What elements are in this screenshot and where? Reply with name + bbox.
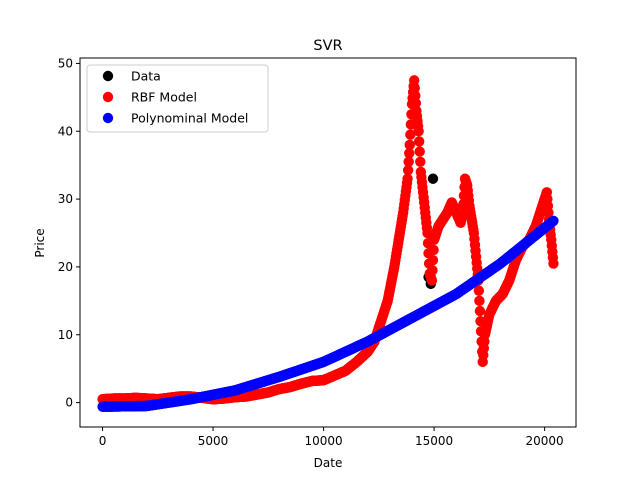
y-tick-label: 30 [58,192,73,206]
rbf-model-point [402,165,414,176]
x-tick-label: 15000 [415,434,453,448]
x-tick-label: 5000 [198,434,229,448]
plot-frame [79,57,577,428]
rbf-model-point [409,75,420,86]
rbf-model-point [403,156,414,167]
chart-title: SVR [313,38,342,54]
rbf-model-point [410,90,421,101]
x-tick-label: 0 [99,434,107,448]
x-axis-label: Date [314,456,343,470]
rbf-model-point [427,254,439,266]
y-axis-ticks: 0 10 20 30 40 50 [58,56,80,410]
rbf-model-point [427,265,438,276]
x-tick-label: 20000 [526,434,564,448]
x-axis-ticks: 0 5000 10000 15000 20000 [99,427,564,448]
rbf-model-point [402,173,413,184]
rbf-model-point [404,148,415,159]
rbf-model-point [413,136,425,147]
y-axis-label: Price [33,228,47,257]
y-tick-label: 20 [58,260,73,274]
rbf-model-point [414,146,425,157]
y-tick-label: 40 [58,124,73,138]
legend-label: Data [131,69,161,84]
rbf-model-point [474,305,486,317]
rbf-model-point [415,156,426,167]
rbf-model-point [409,82,420,94]
rbf-model-point [405,129,416,140]
rbf-model-point [428,244,439,256]
rbf-model-point [410,98,422,109]
legend-marker [102,70,114,82]
y-tick-label: 0 [65,396,73,410]
rbf-model-point [548,258,559,269]
rbf-model-point [426,275,438,286]
data-point [427,173,439,184]
x-tick-label: 10000 [304,434,342,448]
legend-label: RBF Model [131,90,197,105]
y-tick-label: 10 [58,328,73,342]
legend-box [86,64,269,133]
rbf-model-point [404,139,415,151]
legend-marker [102,112,114,124]
rbf-model-point [474,295,485,307]
legend-marker [102,91,114,103]
rbf-model-point [413,126,424,137]
plot-marks [97,75,559,412]
legend: Data RBF Model Polynominal Model [86,64,269,133]
polynominal-model-point [548,215,559,226]
rbf-model-point [473,285,485,296]
legend-label: Polynominal Model [131,111,248,126]
y-tick-label: 50 [58,56,73,70]
